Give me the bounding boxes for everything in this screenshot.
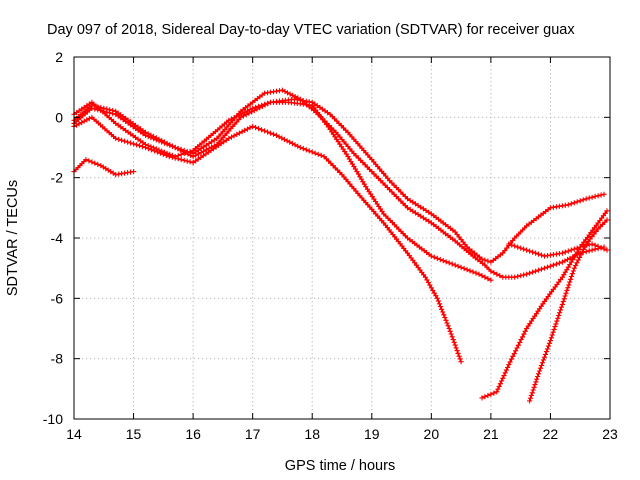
- series-markers: [71, 96, 607, 265]
- y-tick-label: 2: [55, 49, 63, 65]
- y-tick-label: -6: [51, 290, 64, 306]
- series-arc-4: [71, 114, 464, 365]
- y-tick-label: -8: [51, 351, 64, 367]
- label-layer: 14 15 16 17 18 19 20 21 22 23 -10 -8 -6 -4 -2 0 2: [43, 49, 618, 442]
- x-tick-label: 21: [483, 426, 499, 442]
- series-markers: [479, 208, 610, 401]
- y-tick-label: -10: [43, 411, 63, 427]
- x-tick-label: 16: [185, 426, 201, 442]
- y-tick-label: 0: [55, 109, 63, 125]
- series-arc-7: [527, 217, 610, 404]
- series-layer: [71, 87, 610, 404]
- x-tick-label: 20: [424, 426, 440, 442]
- x-axis-title: GPS time / hours: [285, 458, 395, 474]
- series-arc-1: [71, 96, 607, 265]
- x-tick-label: 17: [245, 426, 261, 442]
- x-tick-label: 14: [66, 426, 82, 442]
- tick-layer: [73, 56, 611, 420]
- series-markers: [71, 114, 464, 365]
- y-tick-label: -2: [51, 170, 64, 186]
- x-tick-label: 19: [364, 426, 380, 442]
- series-arc-5: [71, 157, 137, 178]
- grid-layer: [74, 57, 610, 419]
- x-tick-label: 15: [126, 426, 142, 442]
- series-markers: [71, 157, 137, 178]
- x-tick-label: 23: [602, 426, 618, 442]
- series-line: [73, 116, 462, 363]
- series-arc-6: [479, 208, 610, 401]
- x-tick-label: 22: [543, 426, 559, 442]
- y-tick-label: -4: [51, 230, 64, 246]
- x-tick-label: 18: [304, 426, 320, 442]
- series-markers: [506, 241, 610, 259]
- chart-title: Day 097 of 2018, Sidereal Day-to-day VTE…: [47, 22, 575, 38]
- series-markers: [527, 217, 610, 404]
- series-arc-8: [506, 241, 610, 259]
- y-axis-title: SDTVAR / TECUs: [5, 180, 21, 296]
